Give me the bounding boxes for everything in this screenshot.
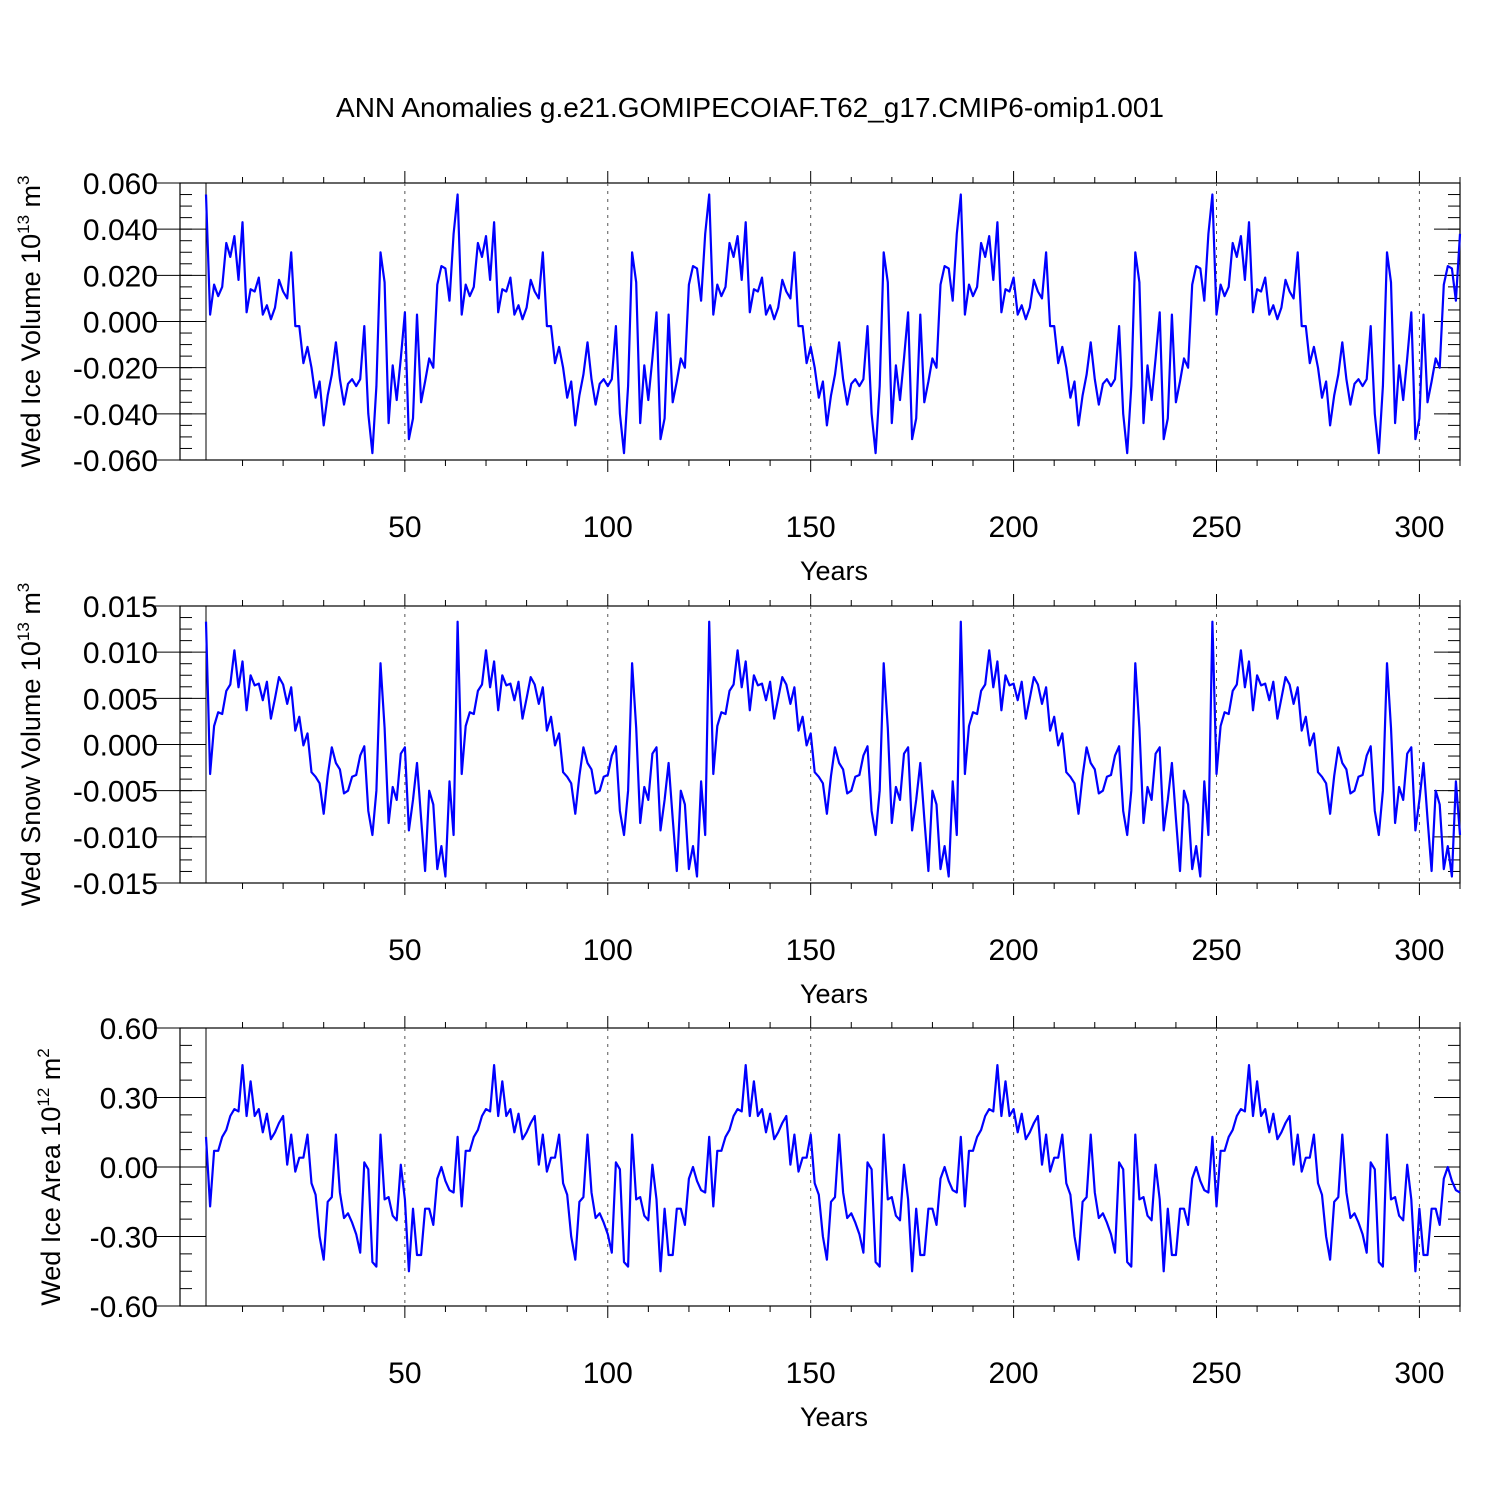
snow-volume-ylabel-exp: 13 — [14, 622, 33, 641]
ice-volume-xtick-label-100: 100 — [583, 511, 633, 544]
ice-volume-series-line — [204, 193, 1462, 455]
ice-volume-xtick-label-300: 300 — [1394, 511, 1444, 544]
ice-volume-ytick-label: -0.040 — [73, 399, 158, 432]
panel-ice-volume: 50 100 150 200 250 300 0.060 0.040 0.020 0.000 -0.… — [14, 168, 1462, 586]
ice-area-xtick-label-250: 250 — [1191, 1357, 1241, 1390]
panel-ice-area: 50 100 150 200 250 300 0.60 0.30 0.00 -0.30 -0.60 Y… — [34, 1013, 1461, 1432]
ice-volume-ytick-label: 0.020 — [83, 260, 158, 293]
snow-volume-xtick-label-150: 150 — [786, 934, 836, 967]
snow-volume-xtick-label-200: 200 — [989, 934, 1039, 967]
snow-volume-ytick-label: -0.015 — [73, 868, 158, 901]
ice-area-ylabel-unit: m — [36, 1058, 66, 1088]
ice-area-ylabel-unit-exp: 2 — [34, 1048, 53, 1057]
ice-area-series-line — [204, 1063, 1461, 1273]
ice-volume-y-axis-label: Wed Ice Volume 1013 m3 — [14, 175, 46, 467]
ice-volume-ylabel-unit: m — [16, 185, 46, 215]
ice-volume-ytick-label: -0.060 — [73, 445, 158, 478]
ice-volume-ylabel-exp: 13 — [14, 215, 33, 234]
ice-area-ytick-label: -0.30 — [90, 1222, 158, 1255]
ice-volume-ylabel-main: Wed Ice Volume 10 — [16, 234, 46, 468]
snow-volume-xtick-label-50: 50 — [388, 934, 421, 967]
ice-area-xtick-label-150: 150 — [786, 1357, 836, 1390]
ice-volume-ytick-label: -0.020 — [73, 353, 158, 386]
ice-area-ytick-label: 0.30 — [100, 1083, 158, 1116]
snow-volume-xtick-label-100: 100 — [583, 934, 633, 967]
snow-volume-ytick-label: -0.010 — [73, 822, 158, 855]
snow-volume-ytick-label: 0.010 — [83, 637, 158, 670]
ice-volume-xtick-label-200: 200 — [989, 511, 1039, 544]
ice-volume-ytick-label: 0.040 — [83, 214, 158, 247]
ice-area-ytick-label: 0.60 — [100, 1013, 158, 1046]
snow-volume-ytick-label: -0.005 — [73, 776, 158, 809]
ice-area-plot-frame — [179, 1027, 1461, 1307]
snow-volume-plot-frame — [179, 605, 1461, 884]
ice-volume-plot-frame — [179, 182, 1461, 461]
panel-snow-volume: 50 100 150 200 250 300 0.015 0.010 0.005 0.000 -0.… — [14, 583, 1462, 1009]
ice-volume-xtick-label-250: 250 — [1191, 511, 1241, 544]
ice-area-xtick-label-50: 50 — [388, 1357, 421, 1390]
ice-volume-xtick-label-150: 150 — [786, 511, 836, 544]
snow-volume-ylabel-unit-exp: 3 — [14, 583, 33, 592]
ice-volume-ytick-label: 0.000 — [83, 307, 158, 340]
ice-area-ylabel-main: Wed Ice Area 10 — [36, 1107, 66, 1306]
snow-volume-ytick-label: 0.000 — [83, 730, 158, 763]
snow-volume-xtick-label-250: 250 — [1191, 934, 1241, 967]
snow-volume-x-axis-label: Years — [800, 979, 868, 1009]
ice-area-xtick-label-200: 200 — [989, 1357, 1039, 1390]
ice-area-ylabel-exp: 12 — [34, 1088, 53, 1107]
snow-volume-ylabel-unit: m — [16, 592, 46, 622]
ice-area-xtick-label-300: 300 — [1394, 1357, 1444, 1390]
ice-volume-xtick-label-50: 50 — [388, 511, 421, 544]
snow-volume-series-line — [204, 620, 1462, 878]
snow-volume-xtick-label-300: 300 — [1394, 934, 1444, 967]
ice-area-ytick-label: 0.00 — [100, 1152, 158, 1185]
ice-volume-x-axis-label: Years — [800, 556, 868, 586]
snow-volume-y-axis-label: Wed Snow Volume 1013 m3 — [14, 583, 46, 907]
ice-area-x-axis-label: Years — [800, 1402, 868, 1432]
ice-area-xtick-label-100: 100 — [583, 1357, 633, 1390]
snow-volume-ylabel-main: Wed Snow Volume 10 — [16, 641, 46, 906]
ice-volume-ytick-label: 0.060 — [83, 168, 158, 201]
snow-volume-ytick-label: 0.005 — [83, 683, 158, 716]
figure-title: ANN Anomalies g.e21.GOMIPECOIAF.T62_g17.… — [336, 92, 1164, 123]
snow-volume-ytick-label: 0.015 — [83, 591, 158, 624]
ice-volume-ylabel-unit-exp: 3 — [14, 175, 33, 184]
ice-area-ytick-label: -0.60 — [90, 1291, 158, 1324]
ice-area-y-axis-label: Wed Ice Area 1012 m2 — [34, 1048, 66, 1306]
